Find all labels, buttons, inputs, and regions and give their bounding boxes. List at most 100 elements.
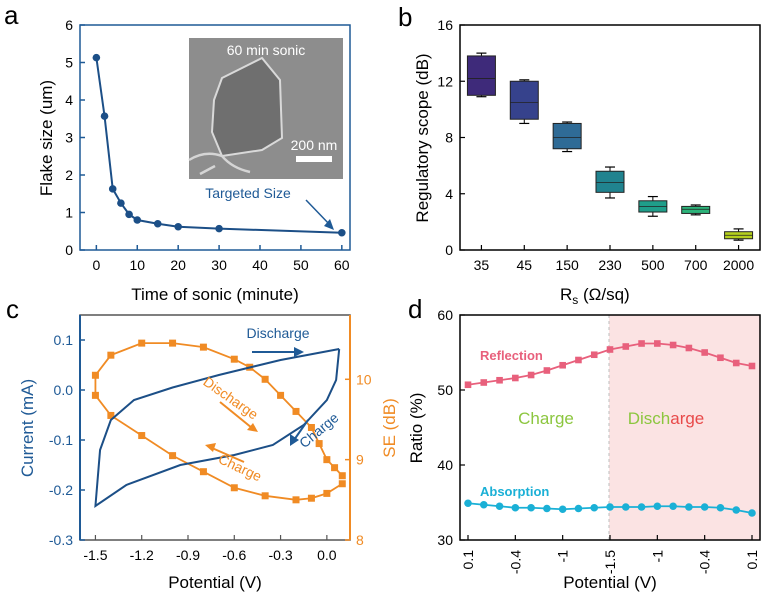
- panel-a-xtick-label: 10: [129, 257, 145, 273]
- reflection-point: [543, 367, 551, 374]
- absorption-point: [653, 502, 662, 511]
- panel-a-ytick-label: 2: [65, 167, 73, 183]
- panel-c-ytick-left-label: -0.1: [49, 432, 73, 448]
- reflection-point: [559, 361, 566, 369]
- panel-c-ylabel-right: SE (dB): [380, 398, 399, 458]
- sem-inset: 60 min sonic 200 nm: [188, 38, 343, 179]
- panel-c-xtick-label: -0.6: [222, 547, 246, 563]
- panel-b-xtick-label: 2000: [723, 257, 754, 273]
- discharge-label-green: Disch: [628, 409, 671, 428]
- panel-b-xtick-label: 700: [684, 257, 708, 273]
- panel-d-chart: 30 40 50 60 0.1 -0.4 -1 -1.5 -1 -0.4 0.1 Ratio (%…: [407, 307, 761, 592]
- panel-c-se-point: [315, 440, 323, 448]
- panel-label-c: c: [6, 294, 19, 324]
- absorption-point: [732, 506, 741, 514]
- targeted-size-label: Targeted Size: [205, 185, 291, 201]
- panel-c-ytick-left-label: 0.1: [54, 332, 74, 348]
- panel-c-se-point: [199, 468, 207, 476]
- absorption-point: [700, 503, 709, 511]
- cv-charge-arrowhead: [290, 434, 299, 446]
- panel-c-ytick-left-label: 0.0: [54, 382, 74, 398]
- panel-a-xtick-label: 30: [211, 257, 227, 273]
- panel-c-xtick-label: -1.5: [83, 547, 107, 563]
- absorption-point: [590, 503, 599, 512]
- absorption-point: [716, 503, 725, 512]
- panel-d-xtick-label: -1: [649, 550, 665, 563]
- panel-a-data-point: [100, 112, 109, 120]
- sem-scale-bar: [296, 156, 332, 162]
- panel-d-xlabel: Potential (V): [563, 573, 657, 592]
- panel-b-xtick-label: 150: [555, 257, 579, 273]
- panel-a-data-point: [92, 53, 101, 62]
- sem-scale-label: 200 nm: [291, 137, 338, 153]
- panel-d-ytick-label: 30: [437, 532, 453, 548]
- panel-a-data-point: [108, 185, 117, 193]
- discharge-region-label: Discharge: [628, 409, 705, 428]
- reflection-point: [685, 344, 693, 352]
- reflection-point: [654, 340, 661, 347]
- panel-c-xtick-label: -0.9: [176, 547, 200, 563]
- sem-flake-image: [210, 56, 284, 158]
- panel-d-ytick-label: 40: [437, 457, 453, 473]
- panel-a-xtick-label: 40: [252, 257, 268, 273]
- reflection-point: [527, 371, 535, 379]
- panel-b-xtick-label: 500: [641, 257, 665, 273]
- reflection-point: [496, 376, 503, 384]
- panel-c-xtick-label: -0.3: [269, 547, 293, 563]
- panel-a-data-point: [153, 219, 162, 228]
- reflection-point: [590, 351, 598, 359]
- se-charge-arrowhead: [205, 443, 216, 452]
- reflection-point: [748, 362, 756, 370]
- panel-c-se-point: [323, 456, 331, 464]
- reflection-point: [638, 340, 645, 347]
- box-45: [509, 80, 539, 120]
- absorption-point: [606, 503, 614, 511]
- panel-d-ylabel: Ratio (%): [407, 393, 426, 464]
- reflection-point: [575, 356, 582, 364]
- panel-b-xtick-label: 45: [516, 257, 532, 273]
- charge-region-label: Charge: [518, 409, 574, 428]
- panel-c-se-point: [323, 489, 331, 497]
- panel-c-se-point: [338, 480, 346, 488]
- panel-d-xtick-label: 0.1: [460, 550, 476, 570]
- panel-c-se-point: [331, 464, 339, 472]
- absorption-label: Absorption: [480, 484, 549, 499]
- absorption-point: [464, 499, 472, 508]
- panel-a-ylabel: Flake size (um): [37, 80, 56, 196]
- panel-a-ytick-label: 3: [65, 130, 73, 146]
- panel-a-xtick-label: 60: [334, 257, 350, 273]
- panel-c-se-point: [277, 391, 285, 399]
- panel-c-se-point: [307, 424, 315, 431]
- panel-b-chart: 0 4 8 12 16 35 45 150 230 500 700 2000 Regulatory …: [413, 17, 761, 307]
- se-discharge-arrowhead: [247, 423, 258, 432]
- panel-c-ylabel-left: Current (mA): [18, 379, 37, 477]
- panel-c-se-point: [138, 339, 146, 347]
- panel-a-ytick-label: 1: [65, 205, 73, 221]
- panel-a-data-point: [215, 224, 223, 233]
- panel-c-se-point: [292, 407, 300, 415]
- reflection-point: [464, 381, 472, 389]
- panel-c-se-point: [230, 355, 238, 363]
- panel-label-a: a: [4, 0, 19, 30]
- panel-a-xtick-label: 0: [92, 257, 100, 273]
- panel-c-se-point: [169, 452, 177, 460]
- panel-b-ylabel: Regulatory scope (dB): [413, 53, 432, 222]
- targeted-size-arrow: [305, 199, 332, 227]
- panel-c-se-point: [107, 411, 115, 419]
- panel-c-xtick-label: -1.2: [130, 547, 154, 563]
- panel-d-xtick-label: -1.5: [602, 550, 618, 574]
- panel-c-se-point: [138, 432, 146, 440]
- cv-discharge-arrowhead: [294, 347, 304, 357]
- panel-c-se-point: [91, 371, 99, 379]
- box-230: [595, 170, 625, 193]
- panel-d-xtick-label: 0.1: [744, 550, 760, 570]
- reflection-point: [669, 341, 677, 349]
- panel-a-ytick-label: 0: [65, 242, 73, 258]
- reflection-point: [606, 346, 614, 353]
- panel-a-data-point: [125, 210, 133, 219]
- reflection-point: [701, 349, 708, 356]
- panel-c-ytick-left-label: -0.2: [49, 482, 73, 498]
- panel-b-ytick-label: 0: [445, 242, 453, 258]
- absorption-point: [527, 503, 535, 512]
- panel-a-ytick-label: 5: [65, 55, 73, 71]
